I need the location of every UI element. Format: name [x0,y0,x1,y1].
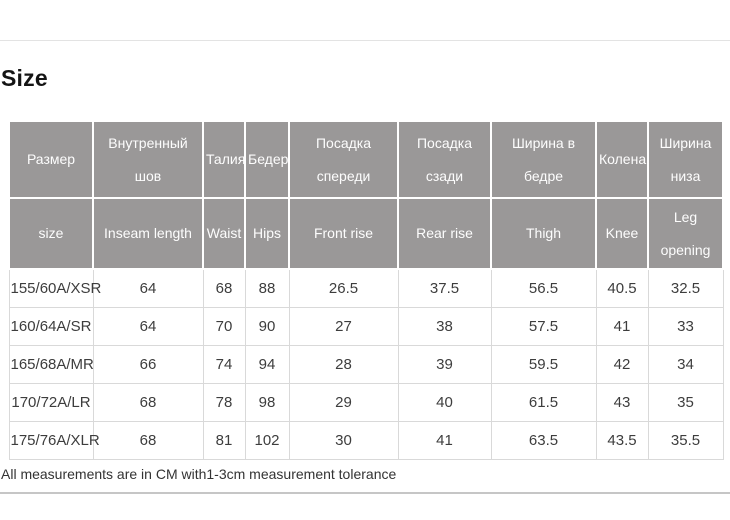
measurement-value-cell: 78 [202,383,246,422]
size-label-cell: 160/64A/SR [8,307,94,346]
table-row: 175/76A/XLR 68 81 102 30 41 63.5 43.5 35.5 [8,421,724,460]
measurement-value-cell: 43.5 [595,421,649,460]
measurement-value-cell: 63.5 [490,421,597,460]
measurement-value-cell: 61.5 [490,383,597,422]
measurement-value-cell: 94 [244,345,290,384]
measurement-value-cell: 43 [595,383,649,422]
column-header-ru: Внутренный шов [92,120,204,199]
measurement-value-cell: 35.5 [647,421,724,460]
column-header-en: Front rise [288,197,399,270]
size-label-cell: 165/68A/MR [8,345,94,384]
measurement-value-cell: 74 [202,345,246,384]
column-header-en: Thigh [490,197,597,270]
measurement-value-cell: 32.5 [647,268,724,308]
size-label-cell: 170/72A/LR [8,383,94,422]
measurement-value-cell: 56.5 [490,268,597,308]
measurement-value-cell: 41 [595,307,649,346]
measurement-value-cell: 38 [397,307,492,346]
header-row-russian: Размер Внутренный шов Талия Бедер Посадка сп… [8,120,724,199]
measurement-value-cell: 70 [202,307,246,346]
measurement-value-cell: 66 [92,345,204,384]
measurement-value-cell: 68 [92,421,204,460]
size-label-cell: 155/60A/XSR [8,268,101,308]
column-header-ru: Ширина в бедре [490,120,597,199]
measurement-value-cell: 35 [647,383,724,422]
column-header-ru: Размер [8,120,94,199]
measurement-value-cell: 42 [595,345,649,384]
column-header-en: Rear rise [397,197,492,270]
size-label-cell: 175/76A/XLR [8,421,100,460]
column-header-ru: Посадка сзади [397,120,492,199]
measurement-value-cell: 59.5 [490,345,597,384]
column-header-en: size [8,197,94,270]
measurement-value-cell: 26.5 [288,268,399,308]
table-row: 155/60A/XSR 64 68 88 26.5 37.5 56.5 40.5 32.5 [8,268,724,308]
measurement-value-cell: 30 [288,421,399,460]
table-row: 165/68A/MR 66 74 94 28 39 59.5 42 34 [8,345,724,384]
measurement-value-cell: 40.5 [595,268,649,308]
measurement-value-cell: 29 [288,383,399,422]
measurement-value-cell: 68 [202,268,246,308]
bottom-divider [0,492,730,494]
table-row: 160/64A/SR 64 70 90 27 38 57.5 41 33 [8,307,724,346]
measurement-value-cell: 28 [288,345,399,384]
measurement-note: All measurements are in CM with1-3cm mea… [1,466,397,482]
measurement-value-cell: 64 [92,307,204,346]
measurement-value-cell: 98 [244,383,290,422]
column-header-en: Inseam length [92,197,204,270]
size-table-header: Размер Внутренный шов Талия Бедер Посадка сп… [8,120,724,270]
column-header-ru: Талия [202,120,246,199]
measurement-value-cell: 57.5 [490,307,597,346]
header-row-english: size Inseam length Waist Hips Front rise Rear… [8,197,724,270]
column-header-ru: Колена [595,120,649,199]
size-chart-page: Size Размер Внутренный шов Талия Бедер Посад… [0,40,730,520]
measurement-value-cell: 34 [647,345,724,384]
measurement-value-cell: 27 [288,307,399,346]
column-header-en: Hips [244,197,290,270]
column-header-ru: Посадка спереди [288,120,399,199]
size-table-body: 155/60A/XSR 64 68 88 26.5 37.5 56.5 40.5 32.5 160… [8,268,724,460]
page-title: Size [1,65,48,91]
column-header-ru: Ширина низа [647,120,724,199]
measurement-value-cell: 88 [244,268,290,308]
measurement-value-cell: 37.5 [397,268,492,308]
top-divider [0,40,730,41]
measurement-value-cell: 90 [244,307,290,346]
measurement-value-cell: 33 [647,307,724,346]
measurement-value-cell: 68 [92,383,204,422]
measurement-value-cell: 40 [397,383,492,422]
measurement-value-cell: 39 [397,345,492,384]
measurement-value-cell: 81 [202,421,246,460]
measurement-value-cell: 64 [92,268,204,308]
column-header-en: Knee [595,197,649,270]
measurement-value-cell: 102 [244,421,290,460]
table-row: 170/72A/LR 68 78 98 29 40 61.5 43 35 [8,383,724,422]
column-header-en: Waist [202,197,246,270]
size-table: Размер Внутренный шов Талия Бедер Посадка сп… [8,120,724,460]
measurement-value-cell: 41 [397,421,492,460]
column-header-en: Leg opening [647,197,724,270]
column-header-ru: Бедер [244,120,290,199]
